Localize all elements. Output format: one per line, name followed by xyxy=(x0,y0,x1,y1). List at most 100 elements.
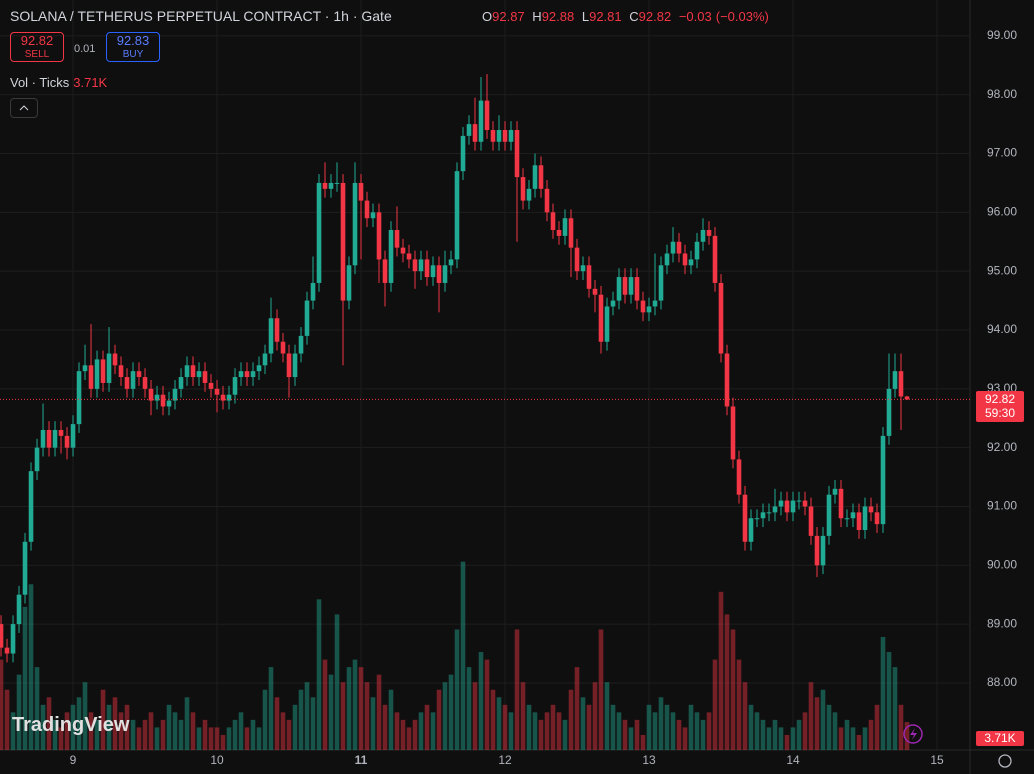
candle-body xyxy=(664,253,670,266)
volume-bar xyxy=(334,614,340,750)
buy-button[interactable]: 92.83 BUY xyxy=(106,32,160,62)
candle-body xyxy=(454,171,460,260)
volume-bar xyxy=(796,719,802,750)
candle-body xyxy=(850,512,856,519)
volume-bar xyxy=(436,689,442,750)
volume-value: 3.71K xyxy=(73,75,108,90)
candle-body xyxy=(652,300,658,307)
candle-body xyxy=(616,277,622,301)
candle-body xyxy=(94,359,100,389)
candle-body xyxy=(472,124,478,142)
volume-bar xyxy=(598,629,604,750)
buy-price: 92.83 xyxy=(116,33,150,48)
sell-button[interactable]: 92.82 SELL xyxy=(10,32,64,62)
volume-bar xyxy=(4,689,10,750)
candle-body xyxy=(184,365,190,378)
candle-body xyxy=(112,353,118,366)
candle-body xyxy=(562,218,568,236)
volume-bar xyxy=(874,704,880,750)
candle-body xyxy=(868,506,874,513)
candle-body xyxy=(598,294,604,342)
candle-body xyxy=(160,394,166,407)
candle-body xyxy=(142,377,148,389)
candle-body xyxy=(40,430,46,448)
label: H xyxy=(532,9,542,24)
volume-bar xyxy=(472,682,478,750)
candle-body xyxy=(166,400,172,407)
volume-bar xyxy=(394,712,400,750)
alert-icon xyxy=(903,724,923,744)
volume-bar xyxy=(10,712,16,750)
y-tick-label: 91.00 xyxy=(987,499,1017,513)
volume-bar xyxy=(178,719,184,750)
value: 92.81 xyxy=(589,9,622,24)
value: 92.87 xyxy=(492,9,525,24)
candle-body xyxy=(490,130,496,142)
collapse-button[interactable] xyxy=(10,98,38,118)
candle-body xyxy=(16,594,22,625)
candle-body xyxy=(286,353,292,378)
volume-bar xyxy=(724,614,730,750)
volume-bar xyxy=(370,697,376,750)
volume-bar xyxy=(886,652,892,750)
candle-body xyxy=(706,230,712,236)
candle-body xyxy=(502,130,508,142)
x-tick-label: 10 xyxy=(210,753,224,767)
volume-bar xyxy=(814,697,820,750)
volume-bar xyxy=(130,719,136,750)
volume-bar xyxy=(478,652,484,750)
volume-bar xyxy=(766,727,772,750)
candle-body xyxy=(844,518,850,520)
volume-bar xyxy=(730,629,736,750)
volume-bar xyxy=(538,719,544,750)
volume-bar xyxy=(526,704,532,750)
volume-bar xyxy=(292,704,298,750)
y-tick-label: 98.00 xyxy=(987,87,1017,101)
candle-body xyxy=(100,359,106,383)
volume-bar xyxy=(70,704,76,750)
candle-body xyxy=(724,353,730,407)
volume-bar xyxy=(124,704,130,750)
volume-bar xyxy=(634,719,640,750)
candle-body xyxy=(136,371,142,378)
candle-body xyxy=(766,512,772,514)
symbol-title[interactable]: SOLANA / TETHERUS PERPETUAL CONTRACT · 1… xyxy=(10,8,392,24)
label: L xyxy=(581,9,590,24)
volume-bar xyxy=(244,727,250,750)
candle-body xyxy=(622,277,628,295)
volume-bar xyxy=(544,712,550,750)
candle-body xyxy=(478,100,484,142)
volume-tag: 3.71K xyxy=(976,731,1024,746)
volume-bar xyxy=(712,659,718,750)
candle-body xyxy=(772,506,778,513)
volume-bar xyxy=(310,697,316,750)
x-tick-label: 11 xyxy=(355,753,368,767)
candle-body xyxy=(754,518,760,520)
candle-body xyxy=(130,371,136,389)
volume-bar xyxy=(460,561,466,750)
volume-bar xyxy=(592,682,598,750)
volume-bar xyxy=(772,719,778,750)
volume-bar xyxy=(778,727,784,750)
volume-bar xyxy=(490,689,496,750)
price-tag: 92.82 59:30 xyxy=(976,391,1024,422)
volume-bar xyxy=(562,719,568,750)
candle-body xyxy=(424,259,430,278)
chevron xyxy=(19,105,29,111)
settings-icon[interactable] xyxy=(998,754,1012,768)
candle-body xyxy=(268,318,274,354)
volume-bar xyxy=(508,712,514,750)
x-tick-label: 14 xyxy=(786,753,800,767)
candle-body xyxy=(322,182,328,189)
volume-bar xyxy=(274,697,280,750)
candle-body xyxy=(208,382,214,389)
candle-body xyxy=(298,335,304,354)
candle-body xyxy=(352,182,358,266)
volume-bar xyxy=(676,719,682,750)
candle-body xyxy=(592,288,598,295)
candle-body xyxy=(904,396,910,400)
candle-body xyxy=(634,277,640,301)
volume-bar xyxy=(868,719,874,750)
volume-bar xyxy=(844,719,850,750)
volume-bar xyxy=(346,667,352,750)
